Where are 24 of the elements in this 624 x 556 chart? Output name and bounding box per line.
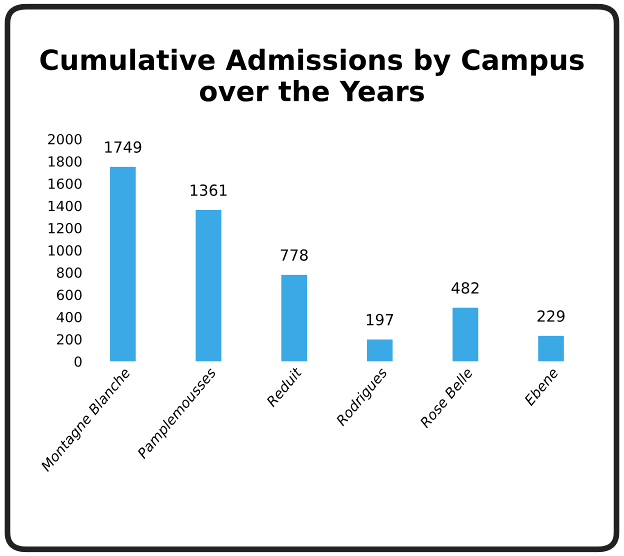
y-tick-label: 2000	[48, 134, 82, 144]
y-tick-label: 1600	[48, 178, 82, 189]
data-label: 197	[366, 314, 394, 326]
bar	[196, 210, 222, 362]
bar	[110, 166, 136, 362]
data-label: 229	[538, 310, 565, 322]
data-label: 778	[280, 249, 308, 261]
y-tick-label: 800	[56, 267, 82, 278]
y-tick-label: 200	[57, 334, 82, 345]
bar	[452, 308, 478, 362]
y-tick-label: 600	[56, 290, 82, 300]
y-tick-label: 400	[56, 312, 82, 322]
bar	[538, 336, 564, 362]
bar	[366, 339, 393, 362]
y-tick-label: 1800	[48, 156, 82, 167]
y-tick-label: 1200	[48, 222, 82, 234]
chart-title: Cumulative Admissions by Campus over the Years	[40, 48, 584, 102]
data-label: 1749	[105, 141, 142, 153]
data-label: 1361	[190, 184, 227, 196]
y-tick-label: 1400	[48, 200, 82, 212]
bar	[281, 274, 307, 362]
y-tick-label: 0	[74, 356, 82, 367]
data-label: 482	[452, 282, 478, 294]
y-tick-label: 1000	[48, 245, 82, 256]
